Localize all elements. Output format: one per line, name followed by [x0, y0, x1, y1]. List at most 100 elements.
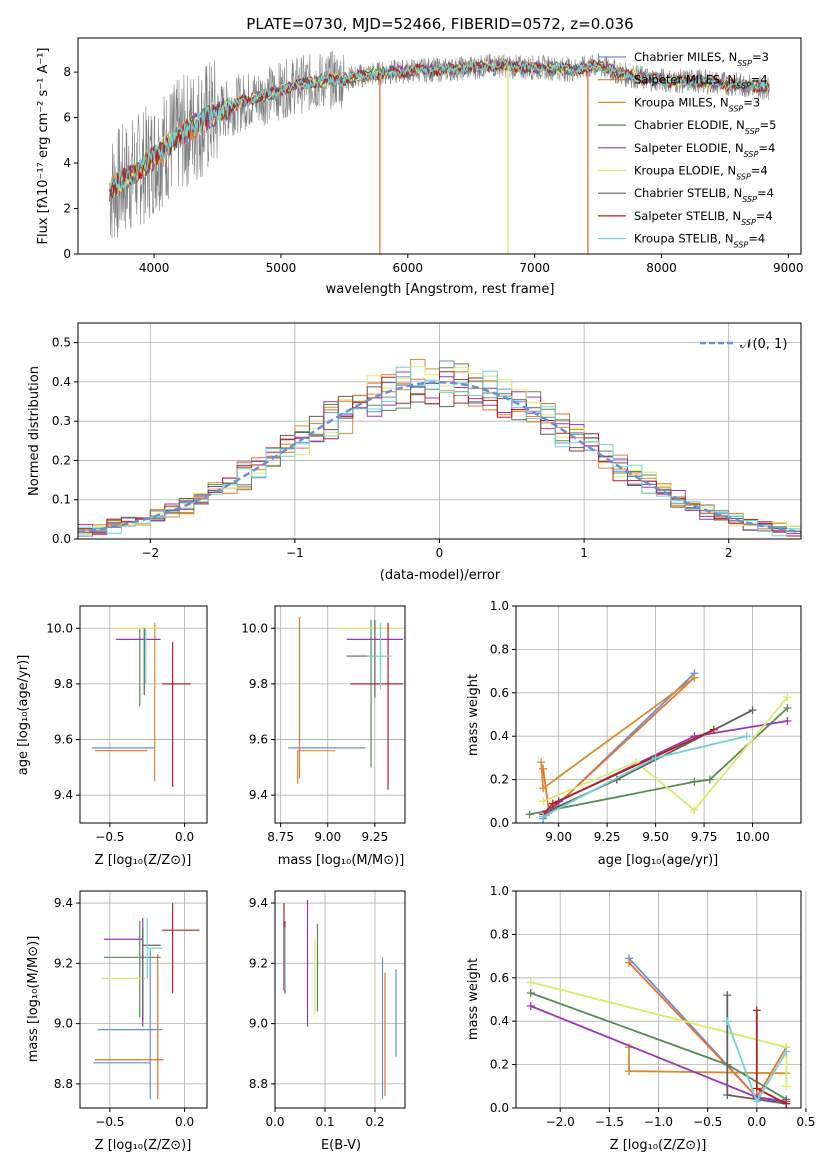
y-tick-label: 9.0	[249, 1017, 268, 1031]
x-tick-label: 0.5	[796, 1115, 815, 1129]
normal-curve	[77, 381, 802, 534]
x-tick-label: −2	[141, 546, 159, 560]
y-tick-label: 9.6	[249, 733, 268, 747]
y-tick-label: 0.5	[52, 336, 71, 350]
weight-point-marker	[690, 673, 699, 682]
y-tick-label: 0.4	[52, 375, 71, 389]
y-tick-label: 9.8	[249, 677, 268, 691]
y-tick-label: 8	[63, 65, 71, 79]
y-tick-label: 0.0	[52, 532, 71, 546]
x-tick-label: −2.0	[546, 1115, 575, 1129]
weight-point-marker	[783, 703, 792, 712]
age-vs-z-frame	[79, 605, 208, 824]
x-tick-label: 6000	[393, 261, 424, 275]
x-tick-label: 0	[436, 546, 444, 560]
legend-label: Kroupa MILES, NSSP=3	[634, 95, 760, 113]
weight-vs-z-ylabel: mass weight	[466, 958, 481, 1040]
weight-series-line	[529, 707, 789, 816]
weight-vs-age-panel: 9.00 9.25 9.50 9.75 10.000.00.20.40.60.81.0 …	[466, 599, 802, 868]
weight-series-line	[542, 696, 789, 812]
weight-point-marker	[526, 988, 535, 997]
spectrum-panel: 4000 5000 6000 7000 8000 9000 0 2 4 6 8 wavelength…	[36, 37, 804, 297]
x-tick-label: −0.5	[95, 1115, 124, 1129]
mass-vs-z-ylabel: mass [log₁₀(M/M⊙)]	[26, 936, 41, 1063]
x-tick-label: 10.00	[735, 830, 769, 844]
mass-vs-z-panel: −0.5 0.0 8.8 9.0 9.2 9.4 Z [log₁₀(Z/Z⊙)] mass…	[26, 890, 208, 1153]
y-tick-label: 4	[63, 156, 71, 170]
weight-point-marker	[625, 1067, 634, 1076]
y-tick-label: 0.2	[490, 773, 509, 787]
age-vs-z-panel: −0.5 0.0 9.4 9.6 9.8 10.0 Z [log₁₀(Z/Z⊙)] age…	[16, 605, 208, 868]
age-vs-mass-xlabel: mass [log₁₀(M/M⊙)]	[278, 853, 405, 868]
y-tick-label: 9.4	[249, 788, 268, 802]
y-tick-label: 0.2	[52, 453, 71, 467]
legend-label: Kroupa STELIB, NSSP=4	[634, 232, 765, 250]
x-tick-label: 0.0	[175, 1115, 194, 1129]
x-tick-label: 9.00	[314, 830, 341, 844]
weight-point-marker	[748, 706, 757, 715]
y-tick-label: 1.0	[490, 884, 509, 898]
model-spectrum-line	[109, 59, 770, 190]
weight-point-marker	[690, 777, 699, 786]
weight-point-marker	[539, 764, 548, 773]
spectrum-legend: Chabrier MILES, NSSP=3 Salpeter MILES, NS…	[598, 50, 776, 249]
residual-xlabel: (data-model)/error	[380, 568, 501, 583]
y-tick-label: 9.0	[54, 1017, 73, 1031]
x-tick-label: 9.50	[642, 830, 669, 844]
age-vs-z-xlabel: Z [log₁₀(Z/Z⊙)]	[95, 853, 192, 868]
weight-point-marker	[539, 812, 548, 821]
legend-label: Salpeter STELIB, NSSP=4	[634, 209, 773, 227]
weight-point-marker	[625, 958, 634, 967]
weight-point-marker	[782, 1047, 791, 1056]
weight-vs-z-panel: −2.0 −1.5 −1.0 −0.5 0.0 0.5 0.0 0.2 0.4 0.6 0.8 1.0…	[466, 884, 815, 1153]
residual-ylabel: Normed distribution	[27, 366, 42, 496]
y-tick-label: 9.8	[54, 677, 73, 691]
spectrum-ylabel: Flux [fλ10⁻¹⁷ erg cm⁻² s⁻¹ A⁻¹]	[36, 48, 51, 245]
weight-vs-z-xlabel: Z [log₁₀(Z/Z⊙)]	[610, 1138, 707, 1153]
weight-point-marker	[539, 797, 548, 806]
y-tick-label: 8.8	[54, 1077, 73, 1091]
weight-point-marker	[752, 1006, 761, 1015]
weight-series-line	[542, 735, 747, 818]
weight-point-marker	[742, 732, 751, 741]
x-tick-label: 0.0	[265, 1115, 284, 1129]
weight-point-marker	[723, 991, 732, 1000]
y-tick-label: 0.3	[52, 414, 71, 428]
y-tick-label: 9.4	[54, 896, 73, 910]
y-tick-label: 0.6	[490, 686, 509, 700]
x-tick-label: 9.25	[361, 830, 388, 844]
mass-vs-z-frame	[79, 890, 208, 1109]
x-tick-label: 0.2	[365, 1115, 384, 1129]
spectrum-axes-frame	[77, 37, 802, 255]
x-tick-label: −0.5	[693, 1115, 722, 1129]
x-tick-label: 8.75	[267, 830, 294, 844]
weight-point-marker	[526, 978, 535, 987]
x-tick-label: 0.0	[747, 1115, 766, 1129]
y-tick-label: 0.6	[490, 971, 509, 985]
x-tick-label: 7000	[519, 261, 550, 275]
y-tick-label: 0.1	[52, 493, 71, 507]
weight-point-marker	[548, 799, 557, 808]
residual-histogram	[77, 366, 801, 539]
weight-point-marker	[782, 1082, 791, 1091]
weight-point-marker	[783, 693, 792, 702]
mass-vs-ebv-panel: 0.0 0.1 0.2 8.8 9.0 9.2 9.4 E(B-V)	[249, 890, 406, 1153]
weight-point-marker	[752, 1097, 761, 1106]
y-tick-label: 0.0	[490, 1101, 509, 1115]
weight-point-marker	[782, 1099, 791, 1108]
y-tick-label: 9.2	[54, 956, 73, 970]
mass-vs-ebv-frame	[274, 890, 406, 1109]
age-vs-mass-panel: 8.75 9.00 9.25 9.4 9.6 9.8 10.0 mass [log₁₀(M/…	[241, 605, 406, 868]
weight-point-marker	[752, 1084, 761, 1093]
x-tick-label: 9000	[773, 261, 804, 275]
age-vs-mass-frame	[274, 605, 406, 824]
legend-label: Salpeter MILES, NSSP=4	[634, 73, 768, 91]
y-tick-label: 8.8	[249, 1077, 268, 1091]
weight-vs-age-frame	[515, 605, 802, 824]
x-tick-label: −1.0	[644, 1115, 673, 1129]
weight-point-marker	[709, 725, 718, 734]
x-tick-label: 9.75	[691, 830, 718, 844]
y-tick-label: 0.8	[490, 927, 509, 941]
x-tick-label: −1	[286, 546, 304, 560]
weight-point-marker	[537, 758, 546, 767]
